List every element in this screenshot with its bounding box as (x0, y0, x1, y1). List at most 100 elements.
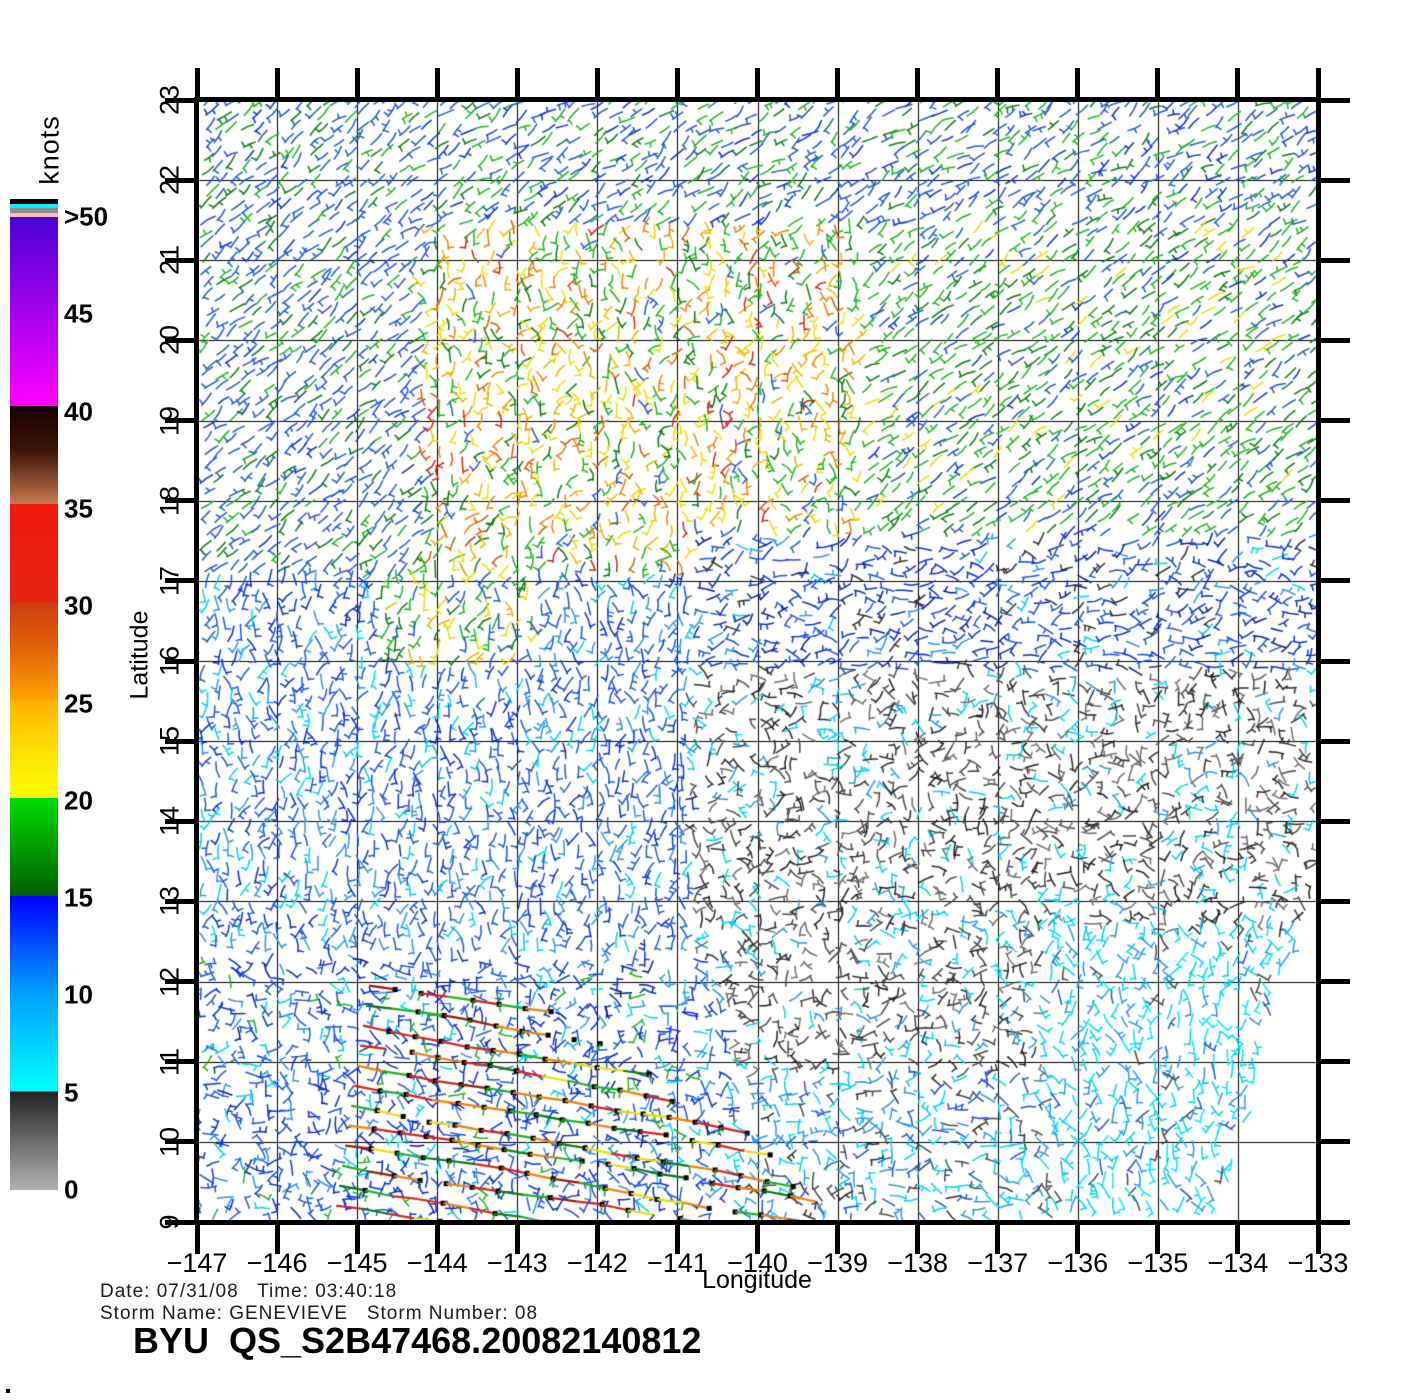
colorbar-tick-label: 0 (64, 1174, 79, 1205)
colorbar-gradient (10, 217, 58, 1190)
y-axis-tick-right (1318, 1219, 1350, 1225)
y-axis-tick-right (1318, 979, 1350, 985)
x-axis-tick-top (1155, 68, 1161, 100)
y-tick-label: 13 (154, 886, 185, 917)
x-axis-tick-bottom (995, 1222, 1001, 1254)
y-axis-tick-left (165, 578, 197, 584)
x-tick-label: −138 (887, 1248, 949, 1278)
x-tick-label: −143 (486, 1248, 548, 1278)
x-tick-label: −141 (647, 1248, 708, 1278)
y-tick-label: 10 (154, 1126, 185, 1157)
y-axis-tick-right (1318, 337, 1350, 343)
x-axis-tick-top (915, 68, 921, 100)
colorbar-tick-label: 10 (64, 979, 93, 1010)
x-axis-tick-top (194, 68, 200, 100)
x-axis-tick-bottom (594, 1222, 600, 1254)
x-axis-tick-bottom (434, 1222, 440, 1254)
x-tick-label: −146 (246, 1248, 308, 1278)
x-axis-tick-top (274, 68, 280, 100)
x-axis-tick-top (1315, 68, 1321, 100)
colorbar-title: knots (34, 115, 65, 185)
y-axis-tick-left (165, 1219, 197, 1225)
y-axis-tick-right (1318, 97, 1350, 103)
colorbar-stripe (10, 208, 58, 213)
y-tick-label: 19 (154, 405, 185, 436)
x-tick-label: −147 (166, 1248, 228, 1278)
date-time-line: Date: 07/31/08 Time: 03:40:18 (100, 1281, 398, 1302)
colorbar-tick-label: 45 (64, 298, 93, 329)
x-axis-label: Longitude (702, 1266, 812, 1294)
y-axis-tick-right (1318, 818, 1350, 824)
y-tick-label: 16 (154, 645, 185, 677)
x-axis-tick-top (835, 68, 841, 100)
x-axis-tick-bottom (1075, 1222, 1081, 1254)
wind-field-canvas (197, 100, 1318, 1222)
x-tick-label: −144 (406, 1248, 468, 1278)
x-axis-tick-bottom (674, 1222, 680, 1254)
x-axis-tick-top (514, 68, 520, 100)
y-axis-tick-right (1318, 498, 1350, 504)
x-tick-label: −135 (1127, 1248, 1189, 1278)
x-axis-tick-bottom (354, 1222, 360, 1254)
y-tick-label: 9 (154, 1214, 185, 1230)
colorbar-stripe (10, 212, 58, 217)
y-axis-tick-left (165, 738, 197, 744)
x-axis-tick-bottom (514, 1222, 520, 1254)
y-tick-label: 11 (154, 1047, 185, 1076)
x-tick-label: −136 (1047, 1248, 1109, 1278)
y-tick-label: 15 (154, 726, 185, 757)
colorbar-tick-label: 5 (64, 1077, 79, 1108)
colorbar-stripe (10, 199, 58, 204)
x-axis-tick-top (995, 68, 1001, 100)
y-axis-tick-left (165, 818, 197, 824)
corner-dot (6, 1389, 10, 1393)
y-tick-label: 14 (154, 806, 185, 837)
y-tick-label: 12 (154, 966, 185, 997)
y-axis-tick-right (1318, 1139, 1350, 1145)
x-axis-tick-top (354, 68, 360, 100)
colorbar-tick-label: 35 (64, 493, 93, 524)
y-axis-tick-left (165, 97, 197, 103)
y-tick-label: 20 (154, 325, 185, 356)
x-axis-tick-bottom (1235, 1222, 1241, 1254)
y-axis-tick-left (165, 177, 197, 183)
y-axis-tick-left (165, 979, 197, 985)
y-axis-tick-left (165, 418, 197, 424)
y-axis-tick-left (165, 658, 197, 664)
colorbar-tick-label: 40 (64, 396, 93, 427)
x-tick-label: −142 (566, 1248, 628, 1278)
y-axis-label: Latitude (125, 610, 154, 700)
x-tick-label: −139 (807, 1248, 868, 1278)
x-axis-tick-bottom (835, 1222, 841, 1254)
y-axis-tick-right (1318, 738, 1350, 744)
x-axis-tick-top (434, 68, 440, 100)
x-axis-tick-bottom (1315, 1222, 1321, 1254)
colorbar-tick-label: >50 (64, 201, 109, 232)
x-axis-tick-top (674, 68, 680, 100)
x-tick-label: −140 (727, 1248, 788, 1278)
x-axis-tick-bottom (274, 1222, 280, 1254)
y-axis-tick-left (165, 337, 197, 343)
figure-title: BYU QS_S2B47468.20082140812 (133, 1320, 702, 1361)
x-axis-tick-bottom (915, 1222, 921, 1254)
x-axis-tick-bottom (1155, 1222, 1161, 1254)
x-tick-label: −137 (967, 1248, 1029, 1278)
y-axis-tick-right (1318, 1059, 1350, 1065)
x-axis-tick-top (1075, 68, 1081, 100)
storm-info-line: Storm Name: GENEVIEVE Storm Number: 08 (100, 1303, 539, 1324)
y-axis-tick-right (1318, 578, 1350, 584)
y-axis-tick-left (165, 257, 197, 263)
colorbar-tick-label: 15 (64, 882, 93, 913)
y-axis-tick-left (165, 498, 197, 504)
y-tick-label: 17 (154, 565, 185, 596)
y-axis-tick-right (1318, 418, 1350, 424)
y-tick-label: 23 (154, 84, 185, 116)
y-tick-label: 22 (154, 165, 185, 196)
y-axis-tick-right (1318, 177, 1350, 183)
y-axis-tick-right (1318, 658, 1350, 664)
x-axis-tick-bottom (194, 1222, 200, 1254)
y-axis-tick-left (165, 1139, 197, 1145)
x-tick-label: −134 (1207, 1248, 1269, 1278)
x-axis-tick-top (1235, 68, 1241, 100)
